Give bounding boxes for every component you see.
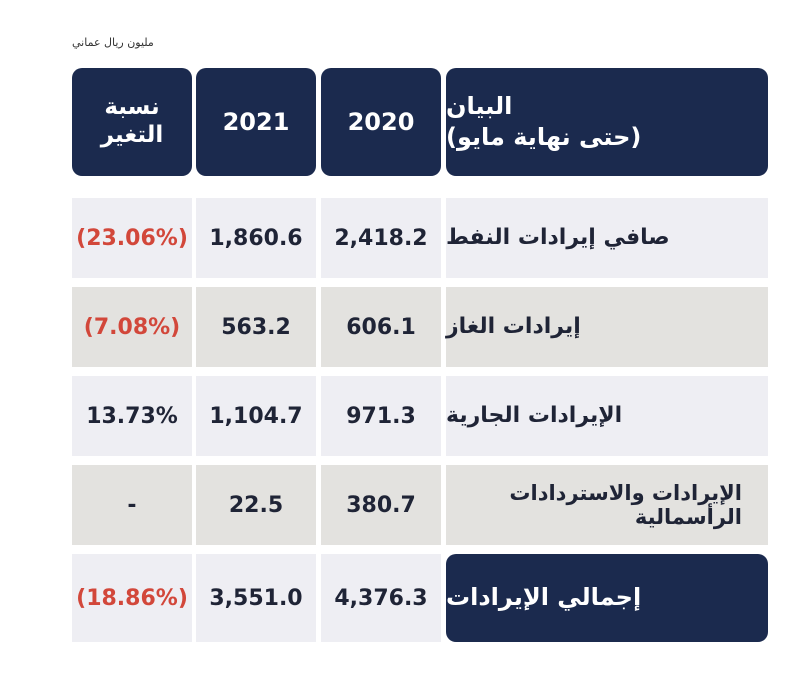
row-value-2020: 2,418.2 bbox=[321, 198, 441, 278]
total-value-2021: 3,551.0 bbox=[196, 554, 316, 642]
row-change: - bbox=[72, 465, 192, 545]
header-label-cell: البيان (حتى نهاية مايو) bbox=[446, 68, 768, 176]
total-value-2020: 4,376.3 bbox=[321, 554, 441, 642]
header-change-line2: التغير bbox=[100, 122, 164, 148]
row-value-2021: 1,860.6 bbox=[196, 198, 316, 278]
row-value-2020: 971.3 bbox=[321, 376, 441, 456]
header-change-line1: نسبة bbox=[104, 94, 160, 121]
total-label: إجمالي الإيرادات bbox=[446, 554, 768, 642]
row-change: 13.73% bbox=[72, 376, 192, 456]
row-label: صافي إيرادات النفط bbox=[446, 198, 768, 278]
row-label: الإيرادات والاستردادات الرأسمالية bbox=[446, 465, 768, 545]
row-value-2020: 380.7 bbox=[321, 465, 441, 545]
row-value-2021: 22.5 bbox=[196, 465, 316, 545]
row-change: (23.06%) bbox=[72, 198, 192, 278]
row-change: (7.08%) bbox=[72, 287, 192, 367]
header-change-cell: نسبة التغير bbox=[72, 68, 192, 176]
total-change: (18.86%) bbox=[72, 554, 192, 642]
row-label: الإيرادات الجارية bbox=[446, 376, 768, 456]
row-value-2021: 1,104.7 bbox=[196, 376, 316, 456]
header-label-line1: البيان bbox=[446, 91, 513, 120]
row-label: إيرادات الغاز bbox=[446, 287, 768, 367]
header-2021: 2021 bbox=[196, 68, 316, 176]
row-value-2020: 606.1 bbox=[321, 287, 441, 367]
unit-note: مليون ريال عماني bbox=[72, 36, 154, 49]
header-label-line2: (حتى نهاية مايو) bbox=[446, 123, 642, 151]
row-value-2021: 563.2 bbox=[196, 287, 316, 367]
header-2020: 2020 bbox=[321, 68, 441, 176]
